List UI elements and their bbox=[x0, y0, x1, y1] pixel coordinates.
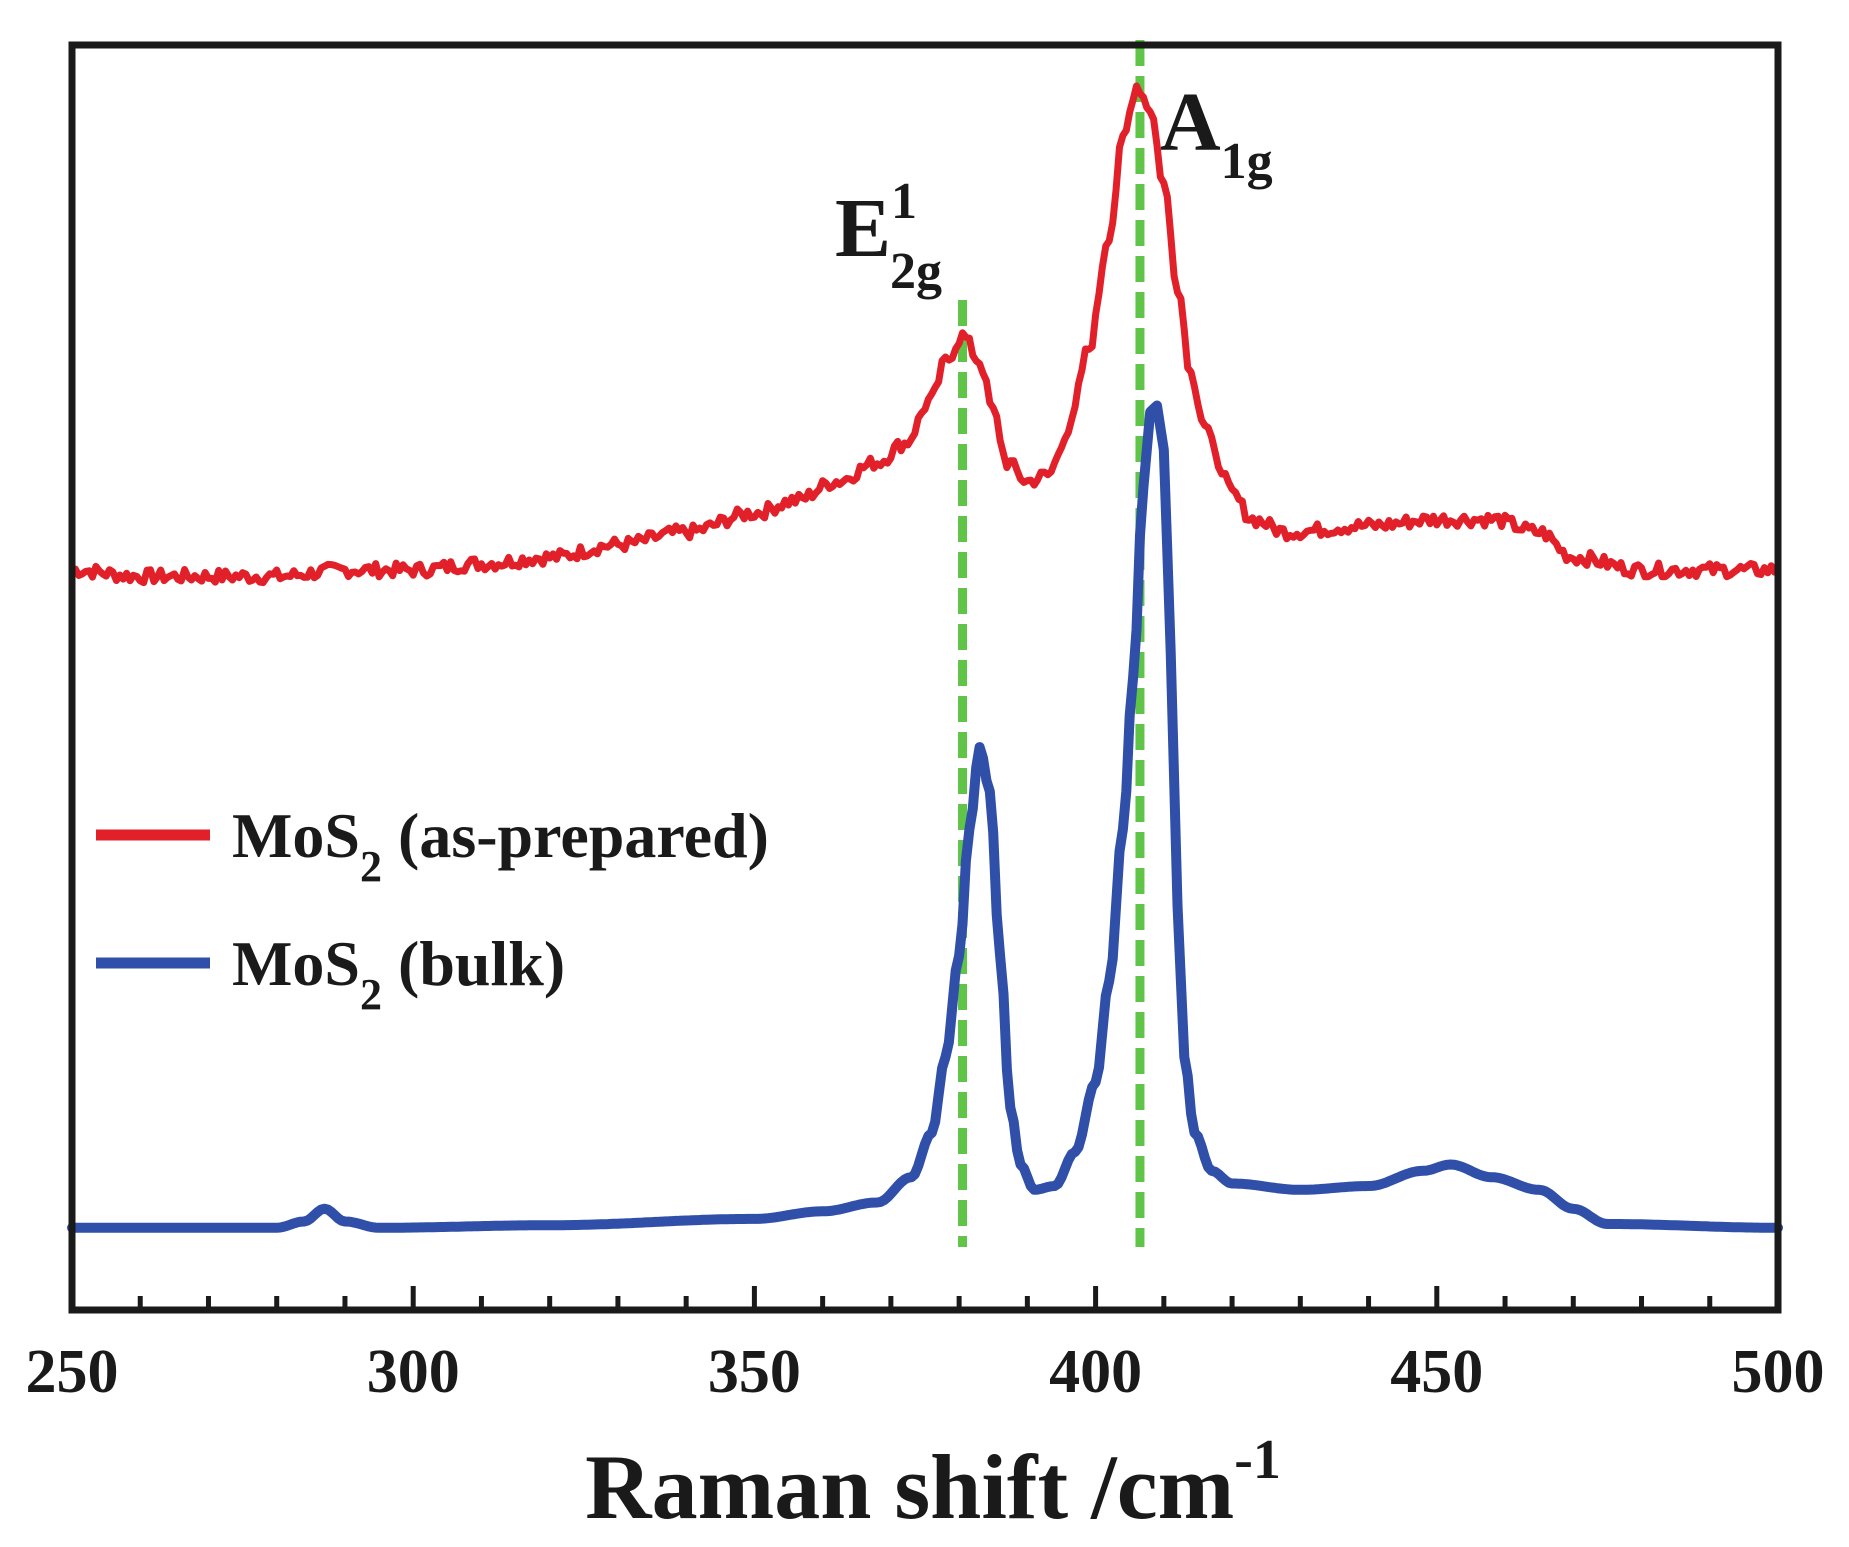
series-line-bulk bbox=[67, 400, 1783, 1233]
peak-labels: E1 2g A1g bbox=[835, 76, 1273, 300]
x-tick-label: 350 bbox=[708, 1338, 801, 1406]
x-tick-label: 300 bbox=[367, 1338, 460, 1406]
series-line-as-prepared bbox=[68, 82, 1782, 587]
peak-label-A1g: A1g bbox=[1160, 76, 1273, 190]
peak-guide-lines bbox=[958, 40, 1145, 1247]
peak-label-E2g: E1 2g bbox=[835, 173, 942, 300]
legend-label-as-prepared: MoS2 (as-prepared) bbox=[232, 800, 769, 891]
x-tick-label: 400 bbox=[1049, 1338, 1142, 1406]
x-tick-label: 250 bbox=[26, 1338, 119, 1406]
x-ticks bbox=[69, 1286, 1781, 1310]
legend: MoS2 (as-prepared) MoS2 (bulk) bbox=[96, 800, 769, 1019]
series-lines bbox=[67, 82, 1783, 1233]
x-tick-label: 450 bbox=[1390, 1338, 1483, 1406]
legend-label-bulk: MoS2 (bulk) bbox=[232, 928, 565, 1019]
x-tick-label: 500 bbox=[1732, 1338, 1825, 1406]
plot-frame bbox=[68, 41, 1782, 1314]
x-axis-title: Raman shift /cm-1 bbox=[585, 1429, 1281, 1538]
x-tick-labels: 250 300 350 400 450 500 bbox=[26, 1338, 1825, 1406]
